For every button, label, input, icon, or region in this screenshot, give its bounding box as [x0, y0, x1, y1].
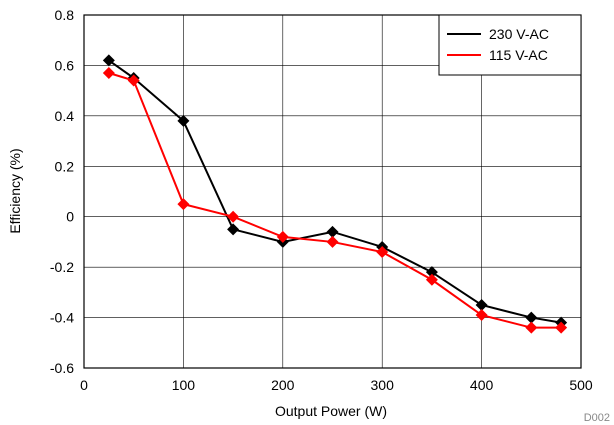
data-point-marker: [525, 311, 538, 324]
y-tick-label: -0.2: [50, 259, 74, 275]
data-point-marker: [326, 235, 339, 248]
figure-id-label: D002: [584, 412, 610, 424]
x-axis-title: Output Power (W): [275, 403, 387, 419]
y-tick-label: -0.4: [50, 310, 74, 326]
data-point-marker: [276, 230, 289, 243]
data-point-marker: [177, 198, 190, 211]
x-tick-label: 0: [80, 377, 88, 393]
plot-frame: [83, 14, 582, 369]
data-point-marker: [127, 74, 140, 87]
x-tick-label: 100: [172, 377, 196, 393]
x-tick-label: 500: [569, 377, 593, 393]
legend-label: 230 V-AC: [489, 26, 549, 42]
y-tick-label: 0.8: [55, 7, 75, 23]
tick-labels: 0 100 200 300 400 500 -0.6 -0.4 -0.2 0 0.2 0.4 0.6 0.…: [50, 7, 593, 393]
series-2: [102, 66, 568, 334]
data-point-marker: [525, 321, 538, 334]
series: [102, 54, 568, 334]
y-tick-label: 0.6: [55, 57, 75, 73]
x-tick-label: 300: [371, 377, 395, 393]
data-point-marker: [475, 309, 488, 322]
data-point-marker: [102, 66, 115, 79]
x-tick-label: 400: [470, 377, 494, 393]
y-tick-label: -0.6: [50, 360, 74, 376]
data-point-marker: [425, 266, 438, 279]
y-axis-title: Efficiency (%): [7, 148, 23, 233]
data-point-marker: [102, 54, 115, 67]
legend-label: 115 V-AC: [489, 47, 548, 63]
data-point-marker: [475, 298, 488, 311]
legend-box: [438, 14, 582, 76]
y-tick-label: 0.4: [55, 108, 75, 124]
data-point-marker: [227, 210, 240, 223]
legend: 230 V-AC 115 V-AC: [438, 14, 582, 76]
series-1: [102, 54, 568, 329]
data-point-marker: [326, 225, 339, 238]
data-point-marker: [376, 246, 389, 259]
y-tick-label: 0: [66, 209, 74, 225]
x-tick-label: 200: [271, 377, 295, 393]
data-point-marker: [425, 273, 438, 286]
data-point-marker: [227, 223, 240, 236]
y-tick-label: 0.2: [55, 158, 75, 174]
data-point-marker: [177, 114, 190, 127]
data-point-marker: [555, 321, 568, 334]
